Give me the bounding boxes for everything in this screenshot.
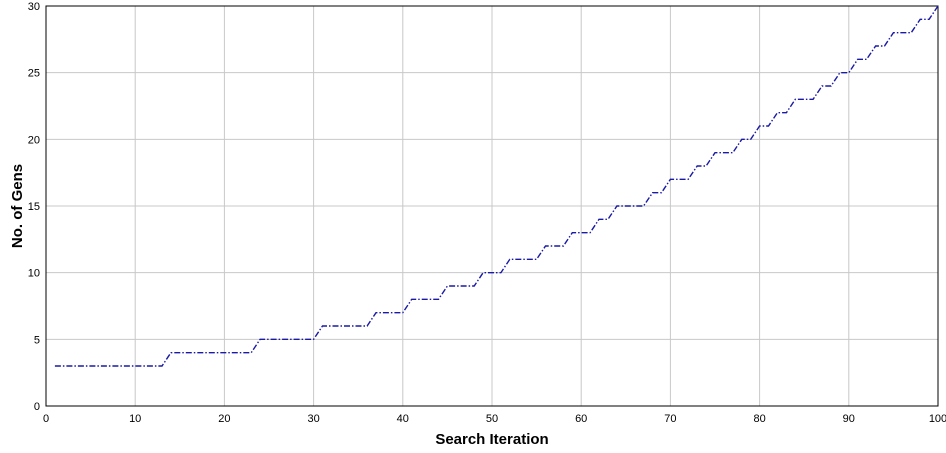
y-tick-label: 10 [28,268,40,280]
x-tick-label: 80 [753,413,765,425]
y-tick-label: 0 [34,401,40,413]
x-axis-label: Search Iteration [435,431,548,448]
series-layer [54,5,939,367]
y-tick-label: 25 [28,68,40,80]
y-tick-label: 20 [28,134,40,146]
x-axis-tick-labels: 0 10 20 30 40 50 60 70 80 90 100 [43,413,946,425]
x-tick-label: 50 [486,413,498,425]
y-tick-label: 5 [34,334,40,346]
plot-area-frame [45,5,939,407]
x-tick-label: 100 [929,413,946,425]
x-tick-label: 40 [397,413,409,425]
x-tick-label: 90 [843,413,855,425]
series-line [54,5,939,367]
y-tick-label: 30 [28,1,40,13]
x-tick-label: 0 [43,413,49,425]
x-tick-label: 10 [129,413,141,425]
x-tick-label: 20 [218,413,230,425]
y-tick-label: 15 [28,201,40,213]
x-tick-label: 30 [307,413,319,425]
x-tick-label: 60 [575,413,587,425]
y-axis-label: No. of Gens [9,164,26,248]
x-tick-label: 70 [664,413,676,425]
y-axis-tick-labels: 0 5 10 15 20 25 30 [28,1,40,413]
